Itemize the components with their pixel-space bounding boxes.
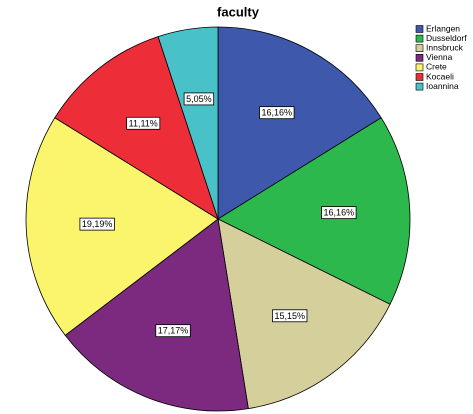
legend-swatch [415, 82, 424, 91]
data-label: 5,05% [186, 94, 212, 104]
data-label: 11,11% [129, 118, 158, 128]
legend-swatch [415, 53, 424, 62]
data-label: 19,19% [82, 219, 113, 229]
legend-swatch [415, 44, 424, 53]
pie-slice [217, 26, 382, 220]
legend-label: Ioannina [426, 81, 459, 91]
data-label-box [79, 217, 115, 231]
data-label-box [126, 116, 161, 130]
legend-label: Innsbruck [426, 42, 464, 52]
data-label-box [155, 324, 191, 338]
data-label: 15,15% [274, 311, 305, 321]
data-label-box [259, 106, 295, 120]
legend-label: Dusseldorf [426, 33, 467, 43]
data-label: 17,17% [158, 326, 189, 336]
pie-slice [64, 218, 249, 412]
legend-swatch [415, 73, 424, 81]
data-label-box [321, 206, 357, 220]
data-label-box [272, 309, 308, 323]
pie-slice [217, 117, 411, 305]
data-label: 16,16% [324, 208, 355, 218]
legend-label: Crete [426, 62, 447, 72]
legend-label: Vienna [426, 52, 453, 62]
data-label-box [183, 92, 215, 106]
data-label: 16,16% [262, 108, 293, 118]
legend-label: Erlangen [426, 23, 460, 33]
pie-slice [157, 26, 219, 220]
legend-swatch [415, 34, 424, 43]
chart-title: faculty [217, 4, 260, 19]
pie-slice [25, 117, 219, 336]
legend-swatch [415, 63, 424, 72]
legend-label: Kocaeli [426, 71, 454, 81]
legend-swatch [415, 25, 424, 33]
